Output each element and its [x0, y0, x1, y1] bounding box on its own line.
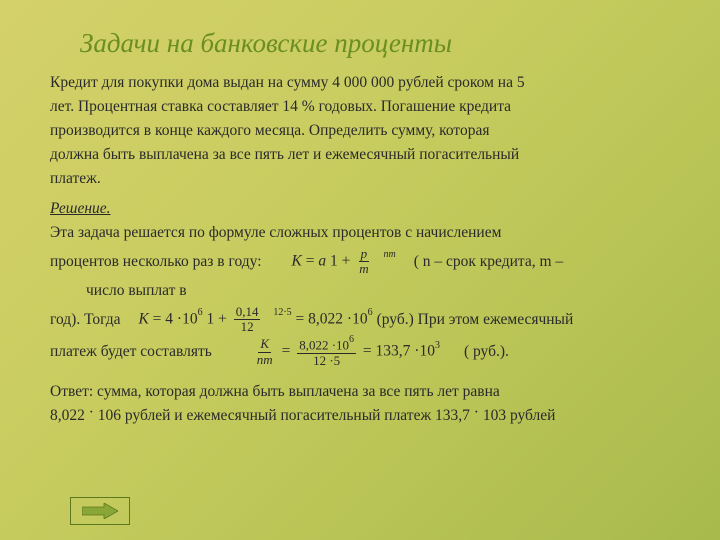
- problem-line: производится в конце каждого месяца. Опр…: [50, 119, 680, 143]
- fraction: Кnm: [255, 337, 275, 367]
- frac-den: m: [357, 262, 370, 276]
- coef: 4 ·10: [165, 310, 197, 327]
- frac-num: К: [258, 337, 271, 352]
- sym-eq: =: [149, 310, 166, 327]
- next-arrow-button[interactable]: [70, 497, 130, 525]
- fraction: 0,1412: [234, 305, 261, 335]
- ans-dot: ·: [89, 404, 94, 421]
- frac-num: 0,14: [234, 305, 261, 320]
- ans-dot: ·: [474, 404, 479, 421]
- exponent: nm: [383, 249, 395, 260]
- sym-K: К: [292, 252, 302, 269]
- frac-num: 8,022 ·106: [297, 336, 356, 354]
- coef-sup: 6: [198, 307, 203, 318]
- formula-row-2: год). Тогда К = 4 ·106 1 + 0,1412 12·5 =…: [50, 305, 680, 335]
- sym-oneplus: 1 +: [206, 310, 230, 327]
- formula-2: К = 4 ·106 1 + 0,1412 12·5 = 8,022 ·106: [138, 305, 372, 335]
- text: (руб.) При этом ежемесячный: [377, 308, 574, 332]
- result-sup: 6: [368, 307, 373, 318]
- sym-a: а: [318, 252, 326, 269]
- problem-line: Кредит для покупки дома выдан на сумму 4…: [50, 71, 680, 95]
- ans-part: 106 рублей и ежемесячный погасительный п…: [98, 407, 470, 424]
- sym-eq: =: [278, 343, 295, 360]
- result: 133,7 ·10: [376, 343, 435, 360]
- solution-line: число выплат в: [50, 279, 680, 303]
- formula-3: Кnm = 8,022 ·10612 ·5 = 133,7 ·103: [252, 336, 440, 368]
- n2-sup: 6: [349, 334, 354, 345]
- text: процентов несколько раз в году:: [50, 250, 262, 274]
- text: ( руб.).: [464, 340, 509, 364]
- sym-K: К: [138, 310, 148, 327]
- slide-body: Кредит для покупки дома выдан на сумму 4…: [50, 71, 680, 428]
- arrow-right-icon: [82, 503, 118, 519]
- text: год). Тогда: [50, 308, 120, 332]
- sym-eq: =: [296, 310, 309, 327]
- formula-row-3: платеж будет составлять Кnm = 8,022 ·106…: [50, 336, 680, 368]
- sym-oneplus: 1 +: [330, 252, 354, 269]
- n2: 8,022 ·10: [299, 338, 349, 353]
- ans-part: 103 рублей: [483, 407, 556, 424]
- problem-line: платеж.: [50, 167, 680, 191]
- sym-eq: =: [359, 343, 376, 360]
- fraction: 8,022 ·10612 ·5: [297, 336, 356, 368]
- frac-den: 12 ·5: [311, 354, 342, 368]
- exponent: 12·5: [273, 307, 291, 318]
- sym-eq: =: [302, 252, 319, 269]
- solution-label: Решение.: [50, 197, 680, 221]
- problem-line: лет. Процентная ставка составляет 14 % г…: [50, 95, 680, 119]
- slide-title: Задачи на банковские проценты: [80, 28, 680, 59]
- frac-den: 12: [239, 320, 256, 334]
- solution-line: Эта задача решается по формуле сложных п…: [50, 221, 680, 245]
- result: 8,022 ·10: [308, 310, 367, 327]
- fraction: pm: [357, 247, 370, 277]
- answer-line: Ответ: сумма, которая должна быть выплач…: [50, 380, 680, 404]
- formula-1: К = а 1 + pm nm: [292, 247, 396, 277]
- answer-line: 8,022 · 106 рублей и ежемесячный погасит…: [50, 404, 680, 428]
- result-sup: 3: [435, 340, 440, 351]
- formula-row-1: процентов несколько раз в году: К = а 1 …: [50, 247, 680, 277]
- text: платеж будет составлять: [50, 340, 212, 364]
- ans-part: 8,022: [50, 407, 85, 424]
- text: ( n – срок кредита, m –: [414, 250, 563, 274]
- frac-den: nm: [255, 353, 275, 367]
- frac-num: p: [359, 247, 370, 262]
- problem-line: должна быть выплачена за все пять лет и …: [50, 143, 680, 167]
